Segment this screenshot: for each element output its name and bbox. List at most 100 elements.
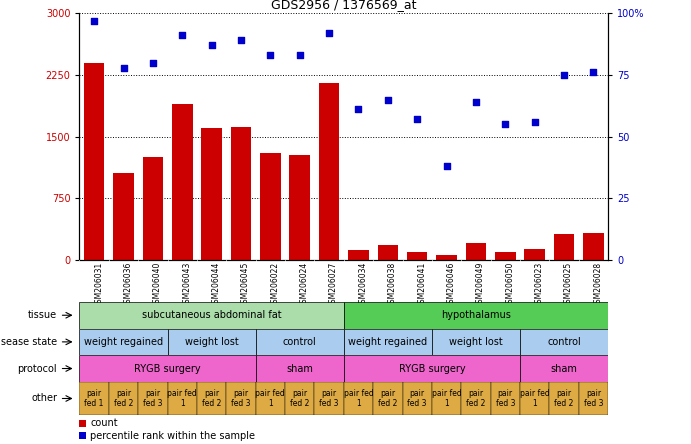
Bar: [553, 234, 574, 260]
Point: [323, 29, 334, 36]
Text: sham: sham: [286, 364, 313, 373]
Text: GSM206045: GSM206045: [241, 262, 250, 308]
Text: pair
fed 2: pair fed 2: [466, 389, 486, 408]
Point: [265, 52, 276, 59]
Point: [471, 99, 482, 106]
Bar: [377, 246, 398, 260]
Bar: [578, 382, 608, 415]
Bar: [520, 329, 608, 355]
Point: [206, 42, 217, 49]
Bar: [491, 382, 520, 415]
Bar: [466, 243, 486, 260]
Text: control: control: [547, 337, 581, 347]
Bar: [432, 382, 462, 415]
Bar: [314, 382, 343, 415]
Bar: [79, 329, 167, 355]
Text: pair
fed 2: pair fed 2: [290, 389, 310, 408]
Text: GSM206044: GSM206044: [211, 262, 220, 308]
Bar: [256, 355, 343, 382]
Text: pair
fed 2: pair fed 2: [554, 389, 574, 408]
Bar: [79, 382, 109, 415]
Text: percentile rank within the sample: percentile rank within the sample: [90, 431, 255, 441]
Text: pair
fed 1: pair fed 1: [84, 389, 104, 408]
Text: pair
fed 3: pair fed 3: [319, 389, 339, 408]
Point: [412, 116, 423, 123]
Text: pair fed
1: pair fed 1: [343, 389, 373, 408]
Text: tissue: tissue: [28, 310, 57, 320]
Text: weight lost: weight lost: [449, 337, 503, 347]
Point: [500, 121, 511, 128]
Point: [441, 163, 452, 170]
Bar: [167, 382, 197, 415]
Point: [236, 37, 247, 44]
Bar: [348, 250, 369, 260]
Bar: [285, 382, 314, 415]
Text: RYGB surgery: RYGB surgery: [134, 364, 201, 373]
Bar: [256, 329, 343, 355]
Bar: [138, 382, 167, 415]
Text: RYGB surgery: RYGB surgery: [399, 364, 465, 373]
Point: [88, 17, 100, 24]
Point: [118, 64, 129, 71]
Text: pair
fed 2: pair fed 2: [202, 389, 221, 408]
Bar: [432, 329, 520, 355]
Bar: [344, 329, 432, 355]
Bar: [79, 420, 86, 427]
Text: pair fed
1: pair fed 1: [432, 389, 462, 408]
Bar: [260, 153, 281, 260]
Text: GSM206040: GSM206040: [153, 262, 162, 308]
Bar: [167, 329, 256, 355]
Bar: [549, 382, 578, 415]
Text: sham: sham: [551, 364, 578, 373]
Bar: [344, 382, 373, 415]
Point: [353, 106, 364, 113]
Text: GSM206036: GSM206036: [124, 262, 133, 308]
Text: disease state: disease state: [0, 337, 57, 347]
Text: GSM206049: GSM206049: [476, 262, 485, 308]
Text: GSM206022: GSM206022: [270, 262, 279, 308]
Text: pair fed
1: pair fed 1: [256, 389, 285, 408]
Point: [558, 71, 569, 79]
Bar: [256, 382, 285, 415]
Text: hypothalamus: hypothalamus: [441, 310, 511, 320]
Point: [529, 118, 540, 125]
Bar: [79, 432, 86, 440]
Text: subcutaneous abdominal fat: subcutaneous abdominal fat: [142, 310, 281, 320]
Bar: [524, 249, 545, 260]
Text: control: control: [283, 337, 316, 347]
Text: GSM206038: GSM206038: [388, 262, 397, 308]
Text: pair
fed 3: pair fed 3: [143, 389, 162, 408]
Bar: [197, 382, 227, 415]
Text: weight lost: weight lost: [184, 337, 238, 347]
Text: pair
fed 2: pair fed 2: [378, 389, 397, 408]
Text: weight regained: weight regained: [348, 337, 428, 347]
Text: pair fed
1: pair fed 1: [167, 389, 197, 408]
Point: [147, 59, 158, 66]
Text: pair fed
1: pair fed 1: [520, 389, 549, 408]
Text: GSM206041: GSM206041: [417, 262, 426, 308]
Text: GSM206046: GSM206046: [446, 262, 455, 308]
Bar: [290, 155, 310, 260]
Bar: [319, 83, 339, 260]
Point: [588, 69, 599, 76]
Bar: [231, 127, 252, 260]
Text: protocol: protocol: [17, 364, 57, 373]
Bar: [79, 355, 256, 382]
Bar: [520, 382, 549, 415]
Bar: [461, 382, 491, 415]
Text: GSM206034: GSM206034: [359, 262, 368, 308]
Text: pair
fed 3: pair fed 3: [584, 389, 603, 408]
Text: other: other: [31, 393, 57, 404]
Bar: [373, 382, 402, 415]
Text: GSM206028: GSM206028: [594, 262, 603, 308]
Bar: [402, 382, 432, 415]
Bar: [436, 255, 457, 260]
Bar: [84, 63, 104, 260]
Text: GSM206023: GSM206023: [535, 262, 544, 308]
Text: GSM206027: GSM206027: [329, 262, 338, 308]
Text: pair
fed 3: pair fed 3: [495, 389, 515, 408]
Bar: [172, 104, 193, 260]
Text: count: count: [90, 418, 117, 428]
Bar: [520, 355, 608, 382]
Text: GSM206024: GSM206024: [300, 262, 309, 308]
